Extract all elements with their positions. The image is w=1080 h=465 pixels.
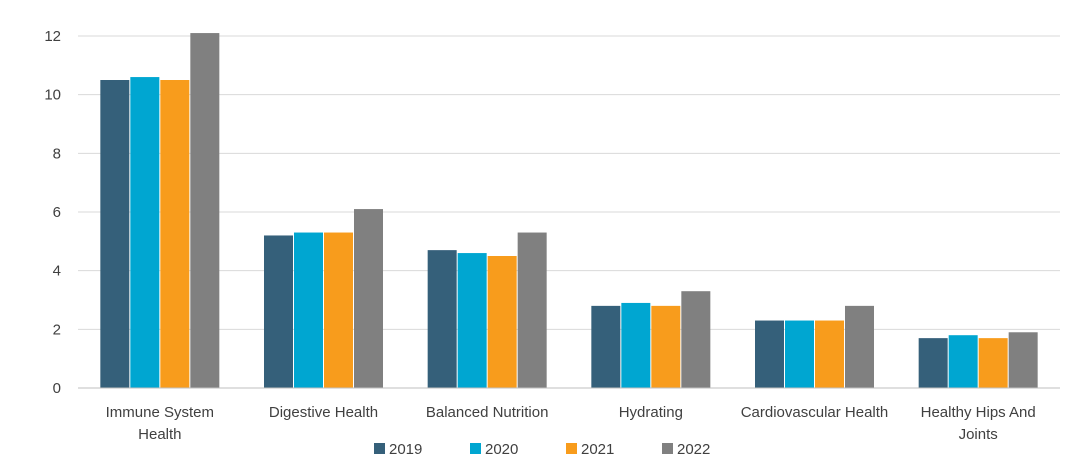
legend-swatch-2022 (662, 443, 673, 454)
y-tick-label: 12 (44, 28, 61, 45)
y-tick-label: 8 (53, 145, 61, 162)
y-tick-label: 4 (53, 263, 61, 280)
bar-2021 (651, 305, 681, 388)
x-tick-label: Balanced Nutrition (426, 404, 549, 421)
x-tick-label: Immune System (106, 404, 214, 421)
legend: 2019 2020 2021 2022 (374, 441, 710, 458)
legend-label: 2022 (677, 441, 710, 458)
x-tick-label: Hydrating (619, 404, 683, 421)
bar-2022 (845, 305, 874, 388)
bar-2020 (948, 335, 978, 388)
legend-swatch-2020 (470, 443, 481, 454)
y-tick-label: 10 (44, 87, 61, 104)
bar-2021 (324, 232, 353, 388)
legend-swatch-2021 (566, 443, 577, 454)
bar-2020 (785, 320, 814, 388)
bar-2019 (100, 80, 130, 388)
y-tick-label: 0 (53, 380, 61, 397)
x-axis-labels: Immune System Health Digestive Health Balan… (106, 404, 1036, 443)
bars (100, 33, 1038, 389)
bar-2019 (918, 338, 948, 388)
bar-2019 (427, 250, 457, 388)
bar-2019 (264, 235, 293, 388)
bar-2020 (294, 232, 323, 388)
y-axis-ticks: 0 2 4 6 8 10 12 (44, 28, 61, 397)
y-tick-label: 6 (53, 204, 61, 221)
bar-2020 (130, 77, 160, 389)
bar-2021 (978, 338, 1008, 388)
bar-2020 (621, 302, 651, 388)
x-tick-label: Health (138, 426, 181, 443)
bar-2021 (487, 256, 517, 388)
bar-2019 (755, 320, 784, 388)
x-tick-label: Joints (959, 426, 998, 443)
legend-label: 2020 (485, 441, 518, 458)
gridlines (78, 35, 1060, 330)
x-tick-label: Cardiovascular Health (741, 404, 889, 421)
bar-2022 (190, 33, 220, 389)
bar-2022 (681, 291, 711, 388)
bar-2021 (160, 80, 190, 388)
x-tick-label: Digestive Health (269, 404, 378, 421)
legend-label: 2021 (581, 441, 614, 458)
bar-2022 (517, 232, 547, 388)
bar-2019 (591, 305, 621, 388)
y-tick-label: 2 (53, 321, 61, 338)
legend-swatch-2019 (374, 443, 385, 454)
bar-2020 (457, 253, 487, 388)
bar-2021 (815, 320, 844, 388)
bar-2022 (354, 209, 383, 388)
bar-2022 (1008, 332, 1038, 388)
legend-label: 2019 (389, 441, 422, 458)
x-tick-label: Healthy Hips And (921, 404, 1036, 421)
